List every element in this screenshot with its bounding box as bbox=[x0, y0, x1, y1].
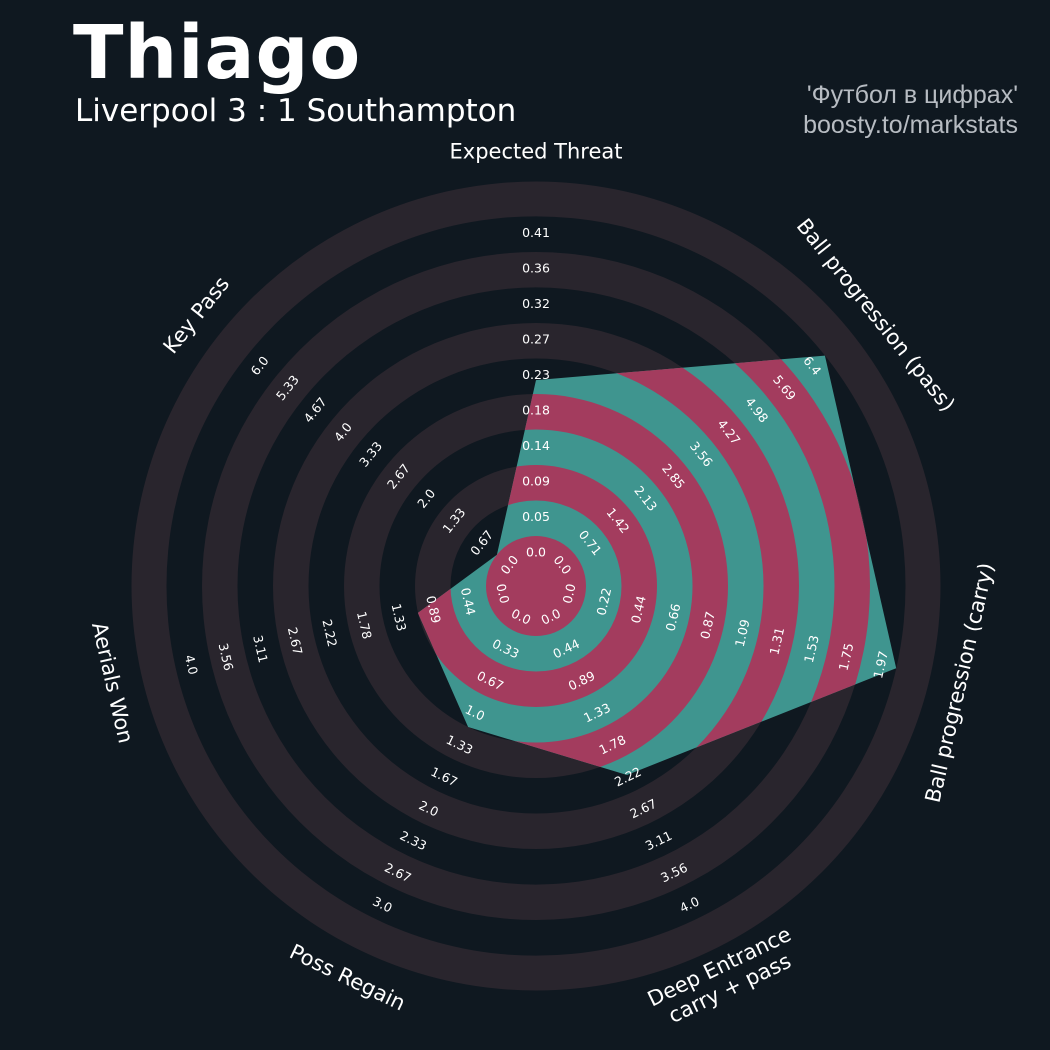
tick-label: 0.18 bbox=[522, 403, 550, 418]
tick-label: 0.32 bbox=[522, 296, 550, 311]
tick-label: 0.66 bbox=[663, 602, 684, 633]
tick-label: 0.44 bbox=[628, 594, 649, 625]
tick-label: 1.78 bbox=[354, 610, 375, 641]
tick-label: 3.11 bbox=[643, 828, 675, 854]
tick-label: 0.09 bbox=[522, 474, 550, 489]
tick-label: 1.09 bbox=[732, 618, 753, 649]
tick-label: 0.89 bbox=[423, 594, 444, 625]
tick-label: 2.67 bbox=[285, 626, 306, 656]
credit-line-2[interactable]: boosty.to/markstats bbox=[803, 111, 1018, 139]
axis-label-line: Aerials Won bbox=[87, 620, 138, 746]
tick-label: 0.14 bbox=[522, 438, 550, 453]
tick-label: 6.0 bbox=[248, 353, 272, 378]
tick-label: 1.53 bbox=[801, 634, 822, 664]
tick-label: 0.44 bbox=[458, 586, 479, 617]
credit-line-1: 'Футбол в цифрах' bbox=[806, 81, 1018, 109]
tick-label: 3.33 bbox=[356, 439, 385, 470]
tick-label: 2.22 bbox=[319, 618, 340, 648]
tick-label: 4.0 bbox=[182, 653, 201, 676]
axis-label-line: Expected Threat bbox=[450, 140, 623, 164]
tick-label: 0.67 bbox=[467, 527, 496, 558]
tick-label: 4.0 bbox=[677, 893, 701, 915]
tick-label: 2.0 bbox=[414, 486, 438, 511]
tick-label: 0.22 bbox=[593, 586, 614, 616]
tick-label: 3.0 bbox=[370, 893, 394, 915]
tick-label: 0.41 bbox=[522, 225, 550, 240]
data-series bbox=[417, 355, 897, 775]
credit-block: 'Футбол в цифрах' boosty.to/markstats bbox=[803, 80, 1018, 140]
tick-label: 1.33 bbox=[389, 602, 410, 632]
tick-label: 2.33 bbox=[398, 828, 430, 854]
tick-label: 3.56 bbox=[216, 642, 237, 673]
tick-label: 0.05 bbox=[522, 509, 550, 524]
tick-label: 1.75 bbox=[836, 642, 857, 672]
tick-label: 0.87 bbox=[697, 610, 718, 640]
tick-label: 0.0 bbox=[526, 545, 546, 560]
tick-label: 3.11 bbox=[250, 634, 271, 664]
tick-label: 4.67 bbox=[301, 394, 330, 425]
tick-label: 0.0 bbox=[493, 582, 512, 605]
player-name: Thiago bbox=[73, 10, 362, 96]
tick-label: 0.36 bbox=[522, 261, 550, 276]
tick-label: 0.27 bbox=[522, 332, 550, 347]
axis-label: Aerials Won bbox=[87, 620, 138, 746]
tick-label: 0.0 bbox=[560, 582, 579, 605]
tick-label: 1.97 bbox=[870, 649, 891, 679]
match-subtitle: Liverpool 3 : 1 Southampton bbox=[75, 93, 517, 129]
tick-label: 1.67 bbox=[428, 764, 460, 790]
data-ring-center bbox=[486, 536, 586, 636]
tick-label: 1.31 bbox=[766, 626, 787, 656]
axis-label: Expected Threat bbox=[450, 140, 623, 164]
tick-label: 0.23 bbox=[522, 367, 550, 382]
